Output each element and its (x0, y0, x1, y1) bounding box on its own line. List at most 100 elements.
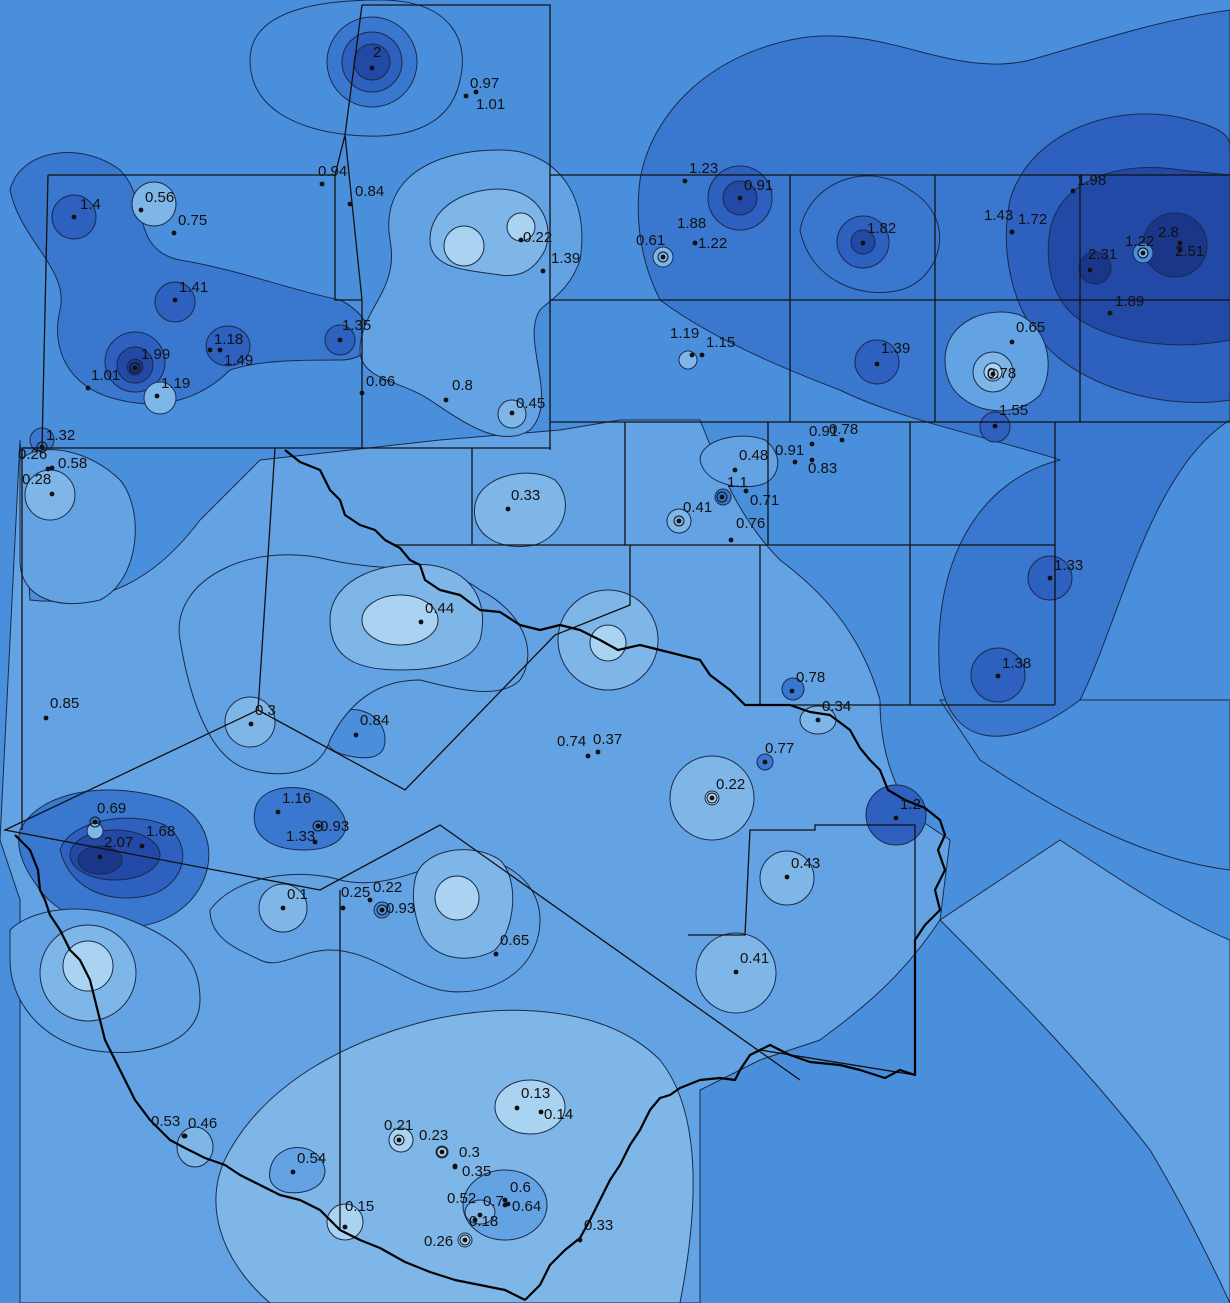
station-dot (154, 393, 160, 399)
station-dot (839, 437, 845, 443)
station-dot (359, 390, 365, 396)
station-value-label: 0.84 (355, 183, 384, 200)
station-23: 1.22 (692, 235, 727, 252)
boundary-county-diagonal-west (2, 447, 801, 1081)
station-9: 1.41 (172, 279, 208, 303)
station-value-label: 0.34 (822, 698, 851, 715)
station-90: 0.6 (502, 1179, 531, 1203)
station-value-label: 1.39 (881, 340, 910, 357)
station-24: 0.61 (636, 232, 669, 263)
station-dot (477, 1212, 483, 1218)
high-ne-2-31 (1078, 251, 1112, 285)
station-dot (1047, 575, 1053, 581)
station-1: 2 (369, 44, 381, 71)
station-value-label: 0.91 (809, 423, 838, 440)
station-value-label: 0.52 (447, 1190, 476, 1207)
station-93: 0.64 (505, 1198, 541, 1215)
station-value-label: 0.22 (523, 229, 552, 246)
station-ring (1137, 247, 1149, 259)
station-dot (682, 178, 688, 184)
station-dot (595, 749, 601, 755)
station-dot (784, 874, 790, 880)
station-dot (39, 444, 45, 450)
boundary-west-edge (21, 174, 49, 830)
station-94: 0.18 (469, 1213, 498, 1230)
station-value-label: 0.71 (750, 492, 779, 509)
station-dot (49, 491, 55, 497)
station-value-label: 0.43 (791, 855, 820, 872)
station-dot (1140, 250, 1146, 256)
station-73: 1.68 (139, 823, 175, 849)
low-0-48 (699, 435, 779, 488)
station-value-label: 0.84 (360, 712, 389, 729)
station-value-label: 0.35 (462, 1163, 491, 1180)
band-southeast-darker (939, 699, 1230, 871)
station-value-label: 0.91 (775, 442, 804, 459)
station-39: 0.78 (987, 365, 1016, 382)
station-72: 2.07 (97, 834, 133, 860)
station-value-label: 1.19 (161, 375, 190, 392)
station-value-label: 0.18 (469, 1213, 498, 1230)
low-north-central-c (443, 225, 485, 267)
station-value-label: 1.18 (214, 331, 243, 348)
station-value-label: 0.74 (557, 733, 586, 750)
station-dot (132, 365, 138, 371)
station-32: 2.31 (1087, 246, 1117, 273)
station-55: 0.44 (418, 600, 454, 625)
low-0-44-c (361, 594, 439, 646)
station-value-label: 0.93 (320, 818, 349, 835)
station-dot (347, 201, 353, 207)
station-38: 0.65 (1009, 319, 1045, 345)
station-ring (129, 362, 141, 374)
station-69: 1.16 (275, 790, 311, 815)
station-value-label: 1.68 (146, 823, 175, 840)
station-dot (538, 1109, 544, 1115)
station-dot (493, 951, 499, 957)
station-dot (1177, 247, 1183, 253)
station-value-label: 0.77 (765, 740, 794, 757)
station-12: 1.99 (129, 346, 170, 374)
station-value-label: 0.61 (636, 232, 665, 249)
station-dot (139, 843, 145, 849)
station-dot (92, 819, 98, 825)
station-82: 0.14 (538, 1106, 573, 1123)
station-dot (49, 465, 55, 471)
station-value-label: 0.26 (424, 1233, 453, 1250)
station-dot (172, 297, 178, 303)
station-value-label: 0.94 (318, 163, 347, 180)
station-value-label: 0.58 (58, 455, 87, 472)
station-dot (43, 715, 49, 721)
station-value-label: 0.1 (287, 886, 308, 903)
station-dot (290, 1169, 296, 1175)
station-value-label: 1.33 (286, 828, 315, 845)
station-4: 0.94 (318, 163, 347, 187)
station-dot (732, 467, 738, 473)
station-value-label: 1.99 (141, 346, 170, 363)
station-dot (439, 1149, 445, 1155)
low-0-15 (326, 1203, 364, 1241)
station-ring (657, 251, 669, 263)
boundary-north-line (334, 4, 363, 301)
boundary-nw-county (22, 174, 363, 449)
station-61: 0.3 (248, 702, 276, 727)
station-dot (992, 423, 998, 429)
low-0-13 (494, 1079, 566, 1135)
station-value-label: 0.56 (145, 189, 174, 206)
station-dot (280, 905, 286, 911)
station-36: 1.15 (699, 334, 735, 358)
station-dot (990, 371, 996, 377)
low-0-52 (464, 1199, 496, 1225)
station-value-label: 0.28 (22, 471, 51, 488)
boundary-north-block (362, 4, 551, 450)
station-value-label: 2.51 (1175, 243, 1204, 260)
station-value-label: 1.72 (1018, 211, 1047, 228)
station-value-label: 1.43 (984, 207, 1013, 224)
station-value-label: 0.7 (483, 1193, 504, 1210)
station-dot (315, 823, 321, 829)
station-35: 1.19 (670, 325, 699, 358)
station-71: 1.33 (286, 828, 318, 845)
station-value-label: 0.78 (829, 421, 858, 438)
low-1-19-mid (678, 350, 698, 370)
station-dot (1107, 310, 1113, 316)
station-dot (585, 753, 591, 759)
